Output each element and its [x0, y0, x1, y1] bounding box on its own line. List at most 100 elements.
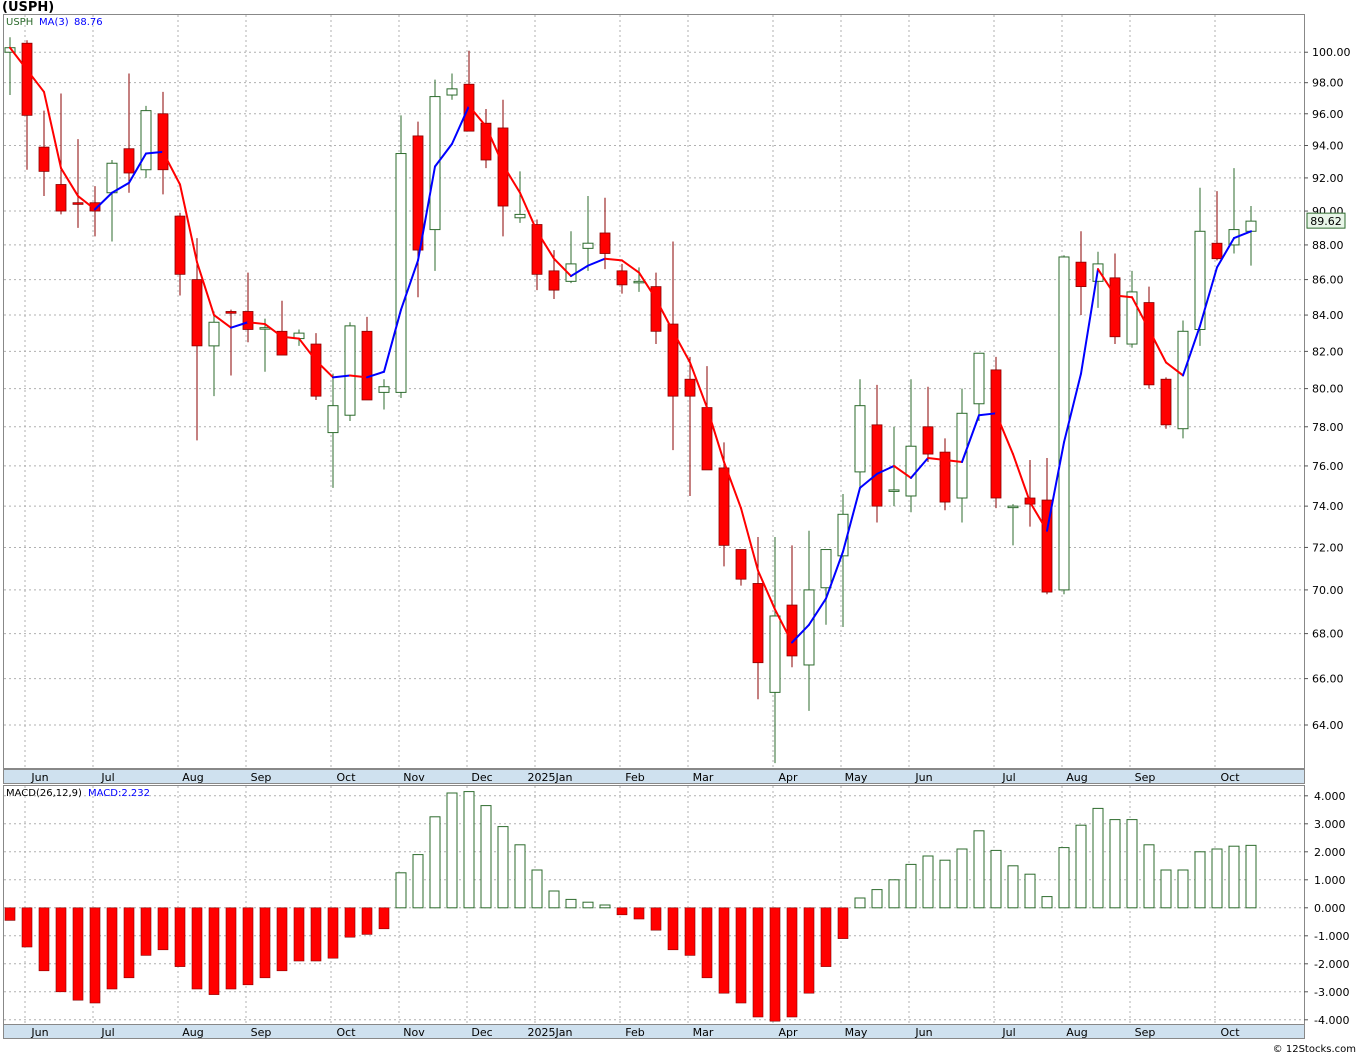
macd-bar-negative: [684, 907, 696, 956]
price-month-label: Jun: [30, 771, 48, 784]
macd-month-label: Jun: [914, 1026, 932, 1039]
macd-bar-negative: [327, 907, 339, 959]
price-tick-label: 92.00: [1312, 172, 1344, 185]
candle-body-down: [939, 451, 951, 503]
macd-legend-name: MACD(26,12,9): [6, 788, 82, 799]
macd-bar-positive: [1092, 807, 1104, 909]
price-tick-label: 72.00: [1312, 541, 1344, 554]
macd-bar-positive: [956, 848, 968, 909]
candle: [1160, 377, 1172, 429]
candle: [395, 115, 407, 399]
price-month-label: Apr: [778, 771, 798, 784]
candle-body-down: [310, 343, 322, 397]
candle: [582, 196, 594, 271]
ma-segment: [1182, 324, 1201, 377]
price-month-label: Sep: [251, 771, 272, 784]
candle: [514, 171, 526, 223]
candle: [1007, 504, 1019, 546]
ma-segment: [1046, 441, 1065, 532]
price-tick-label: 94.00: [1312, 139, 1344, 152]
ma-segment: [791, 623, 810, 644]
candle-body-down: [871, 424, 883, 507]
candle: [922, 386, 934, 462]
macd-bar-positive: [922, 855, 934, 909]
ma-segment: [1063, 372, 1082, 444]
candle: [1194, 187, 1206, 346]
candle: [939, 438, 951, 511]
candle: [854, 379, 866, 488]
ma-segment: [553, 257, 572, 278]
candle: [38, 110, 50, 197]
macd-bar-positive: [514, 844, 526, 909]
candle: [616, 263, 628, 294]
price-month-label: Dec: [471, 771, 492, 784]
ma-segment: [1165, 361, 1184, 377]
candle: [752, 537, 764, 700]
macd-tick-label: 1.000: [1314, 874, 1346, 887]
macd-bar-positive: [854, 897, 866, 909]
candle-body-down: [1160, 378, 1172, 426]
candle: [1109, 253, 1121, 345]
macd-bar-negative: [633, 907, 645, 920]
ma-segment: [1131, 296, 1150, 331]
macd-bar-negative: [259, 907, 271, 979]
footer-credit: © 12Stocks.com: [1273, 1044, 1356, 1055]
ma-segment: [1216, 237, 1235, 269]
macd-bar-positive: [582, 901, 594, 909]
macd-tick-label: 2.000: [1314, 846, 1346, 859]
ma-segment: [1233, 230, 1252, 240]
candle-body-down: [361, 330, 373, 401]
price-tick-label: 66.00: [1312, 673, 1344, 686]
ma-segment: [655, 297, 674, 333]
price-tick-label: 98.00: [1312, 77, 1344, 90]
price-tick-label: 82.00: [1312, 345, 1344, 358]
candle-body-up: [956, 412, 968, 499]
macd-bar-negative: [89, 907, 101, 1004]
macd-bar-positive: [973, 830, 985, 909]
candle-body-up: [582, 242, 594, 249]
macd-bar-negative: [55, 907, 67, 993]
price-month-label: Jul: [100, 771, 114, 784]
price-tick-label: 74.00: [1312, 500, 1344, 513]
price-x-axis: Jun Jul Aug Sep Oct Nov Dec 2025Jan Feb Mar Apr May…: [30, 771, 1240, 784]
candle-body-down: [89, 202, 101, 212]
ma-segment: [451, 104, 470, 145]
macd-bars: [4, 791, 1257, 1022]
ma-segment: [383, 308, 402, 373]
candle-body-down: [38, 146, 50, 172]
candle: [1211, 191, 1223, 261]
macd-bar-positive: [548, 890, 560, 909]
candle-body-up: [1177, 330, 1189, 430]
ma-segment: [570, 264, 589, 278]
macd-bar-negative: [106, 907, 118, 990]
ma-segment: [298, 337, 317, 362]
price-tick-label: 100.00: [1312, 46, 1351, 59]
ma-segment: [94, 191, 113, 211]
price-month-label: Sep: [1135, 771, 1156, 784]
candle-body-up: [208, 321, 220, 347]
macd-month-label: Jul: [100, 1026, 114, 1039]
macd-month-label: Sep: [1135, 1026, 1156, 1039]
candle-body-down: [72, 202, 84, 205]
macd-bar-positive: [939, 859, 951, 909]
price-month-label: Feb: [625, 771, 644, 784]
price-tick-label: 78.00: [1312, 421, 1344, 434]
legend-ma-value: 88.76: [74, 17, 103, 28]
ma-segment: [723, 460, 742, 510]
ma-segment: [400, 259, 419, 311]
candle-body-up: [106, 162, 118, 194]
ma-segment: [757, 569, 776, 611]
candle-body-down: [1143, 302, 1155, 386]
candle-body-down: [735, 549, 747, 580]
price-month-label: Oct: [336, 771, 356, 784]
macd-bar-positive: [1024, 873, 1036, 909]
candle: [599, 197, 611, 270]
price-tick-label: 86.00: [1312, 274, 1344, 287]
ma-segment: [213, 314, 232, 329]
ma-segment: [1097, 268, 1116, 297]
ma-segment: [825, 550, 844, 600]
candle-body-up: [140, 110, 152, 171]
ma-segment: [638, 271, 657, 300]
macd-month-label: Oct: [1220, 1026, 1240, 1039]
